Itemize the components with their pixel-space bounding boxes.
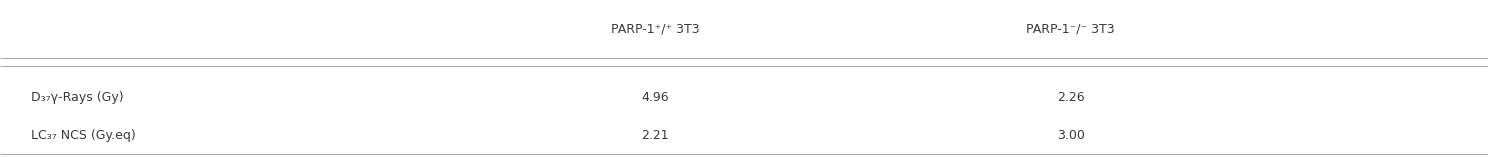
Text: 2.21: 2.21 [641,129,668,142]
Text: 4.96: 4.96 [641,90,668,103]
Text: PARP-1⁻/⁻ 3T3: PARP-1⁻/⁻ 3T3 [1027,23,1115,36]
Text: PARP-1⁺/⁺ 3T3: PARP-1⁺/⁺ 3T3 [610,23,699,36]
Text: D₃₇γ-Rays (Gy): D₃₇γ-Rays (Gy) [31,90,124,103]
Text: 3.00: 3.00 [1056,129,1085,142]
Text: LC₃₇ NCS (Gy.eq): LC₃₇ NCS (Gy.eq) [31,129,135,142]
Text: 2.26: 2.26 [1056,90,1085,103]
